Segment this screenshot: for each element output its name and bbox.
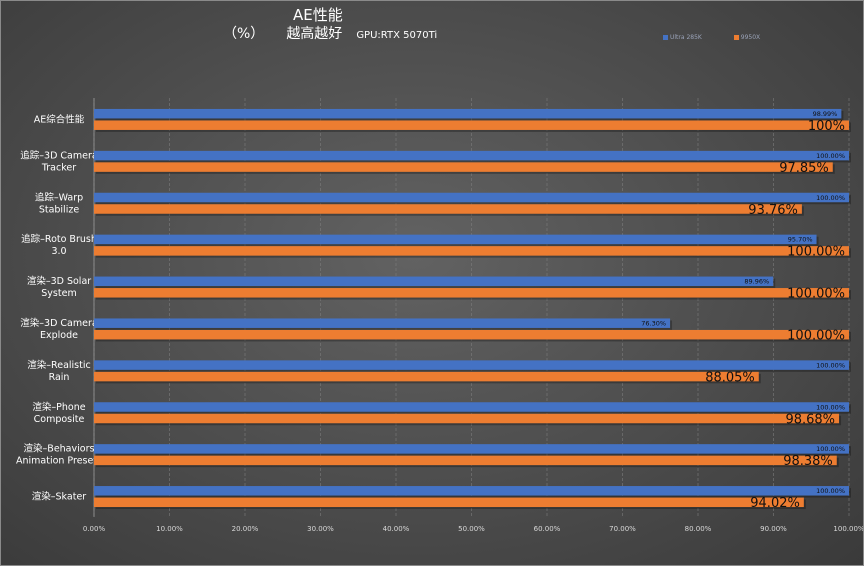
x-tick-label: 60.00% (534, 525, 561, 533)
category-label-line: 追踪–Warp (35, 191, 83, 203)
chart-subtitle: （%） 越高越好 GPU:RTX 5070Ti (223, 23, 437, 43)
category-label-line: 渲染–Realistic (27, 359, 90, 371)
data-label-ultra-285k: 98.99% (813, 110, 838, 118)
category-label-line: 渲染–Behaviors (24, 443, 95, 455)
category-label-line: 渲染–Phone (32, 401, 85, 413)
bar-9950x (94, 120, 849, 130)
category-label-line: Rain (49, 372, 70, 383)
category-label-line: Explode (40, 330, 78, 341)
x-tick-label: 40.00% (383, 525, 410, 533)
data-label-9950x: 100% (808, 119, 845, 134)
bar-ultra-285k (94, 318, 671, 328)
bar-9950x (94, 455, 837, 466)
bar-9950x (94, 371, 759, 382)
bar-ultra-285k (94, 234, 817, 245)
data-label-9950x: 98.38% (783, 454, 833, 469)
data-label-9950x: 100.00% (787, 287, 845, 302)
bar-9950x (94, 204, 802, 214)
category-label: 追踪–3D Camera Tracker (20, 149, 97, 173)
category-label-line: 渲染–3D Camera (20, 317, 97, 329)
category-label-line: System (41, 288, 76, 299)
data-label-9950x: 100.00% (787, 328, 845, 343)
category-label-line: 3.0 (51, 246, 66, 257)
category-label-line: 追踪–3D Camera (20, 149, 97, 161)
legend-item-9950x: 9950X (733, 34, 761, 41)
category-label: 渲染–Skater (32, 491, 87, 503)
data-label-ultra-285k: 100.00% (816, 445, 845, 453)
x-tick-label: 10.00% (156, 525, 183, 533)
x-tick-label: 30.00% (307, 525, 334, 533)
category-label: 追踪–Warp Stabilize (35, 191, 83, 215)
unit-label: （%） (223, 26, 265, 42)
data-label-9950x: 88.05% (705, 370, 755, 385)
data-label-9950x: 97.85% (779, 161, 829, 176)
legend-label-9950x: 9950X (740, 34, 761, 41)
data-label-9950x: 100.00% (787, 245, 845, 260)
legend-swatch-ultra-285k (663, 35, 668, 40)
bar-ultra-285k (94, 486, 849, 496)
x-tick-label: 70.00% (609, 525, 636, 533)
data-label-9950x: 94.02% (750, 496, 800, 511)
category-label: 渲染–Behaviors Animation Presets (16, 443, 102, 467)
bar-9950x (94, 162, 833, 172)
x-tick-label: 20.00% (232, 525, 259, 533)
bar-9950x (94, 246, 849, 256)
bar-ultra-285k (94, 108, 842, 119)
x-tick-label: 80.00% (685, 525, 712, 533)
legend-label-ultra-285k: Ultra 285K (670, 34, 702, 41)
category-label: 渲染–3D Camera Explode (20, 317, 97, 341)
category-label-line: 追踪–Roto Brush (21, 233, 97, 245)
chart-title: AE性能 (293, 6, 343, 24)
legend-item-ultra-285k: Ultra 285K (663, 34, 702, 41)
category-label-line: AE综合性能 (34, 113, 85, 125)
data-label-9950x: 93.76% (748, 203, 798, 218)
category-label-line: 渲染–3D Solar (27, 275, 91, 287)
data-label-ultra-285k: 89.96% (744, 278, 769, 286)
data-label-ultra-285k: 100.00% (816, 487, 845, 495)
category-label: AE综合性能 (34, 113, 85, 125)
legend: Ultra 285K 9950X (663, 34, 790, 41)
x-tick-label: 100.00% (833, 525, 863, 533)
data-label-9950x: 98.68% (785, 412, 835, 427)
x-tick-label: 90.00% (760, 525, 787, 533)
bar-ultra-285k (94, 402, 849, 412)
category-label: 渲染–3D Solar System (27, 275, 91, 299)
bar-9950x (94, 288, 849, 298)
x-tick-label: 50.00% (458, 525, 485, 533)
higher-better-note: 越高越好 (286, 26, 343, 42)
data-label-ultra-285k: 76.30% (641, 319, 666, 327)
category-label: 追踪–Roto Brush 3.0 (21, 233, 97, 257)
bar-ultra-285k (94, 360, 849, 370)
bar-ultra-285k (94, 276, 774, 287)
bar-9950x (94, 329, 849, 340)
category-label-line: Stabilize (39, 204, 80, 215)
category-label-line: 渲染–Skater (32, 491, 87, 503)
data-label-ultra-285k: 95.70% (788, 236, 813, 244)
data-label-ultra-285k: 100.00% (816, 403, 845, 411)
category-label-line: Tracker (41, 162, 76, 173)
bar-9950x (94, 497, 804, 508)
bar-ultra-285k (94, 192, 849, 203)
bar-9950x (94, 413, 840, 424)
bar-ultra-285k (94, 444, 849, 454)
category-label-line: Animation Presets (16, 456, 102, 467)
data-label-ultra-285k: 100.00% (816, 361, 845, 369)
x-tick-label: 0.00% (83, 525, 106, 533)
data-label-ultra-285k: 100.00% (816, 194, 845, 202)
category-label: 渲染–Phone Composite (32, 401, 85, 425)
bar-ultra-285k (94, 150, 849, 161)
legend-swatch-9950x (733, 35, 739, 40)
gpu-label: GPU:RTX 5070Ti (356, 30, 438, 41)
data-label-ultra-285k: 100.00% (816, 152, 845, 160)
category-label: 渲染–Realistic Rain (27, 359, 90, 383)
category-label-line: Composite (34, 414, 85, 425)
